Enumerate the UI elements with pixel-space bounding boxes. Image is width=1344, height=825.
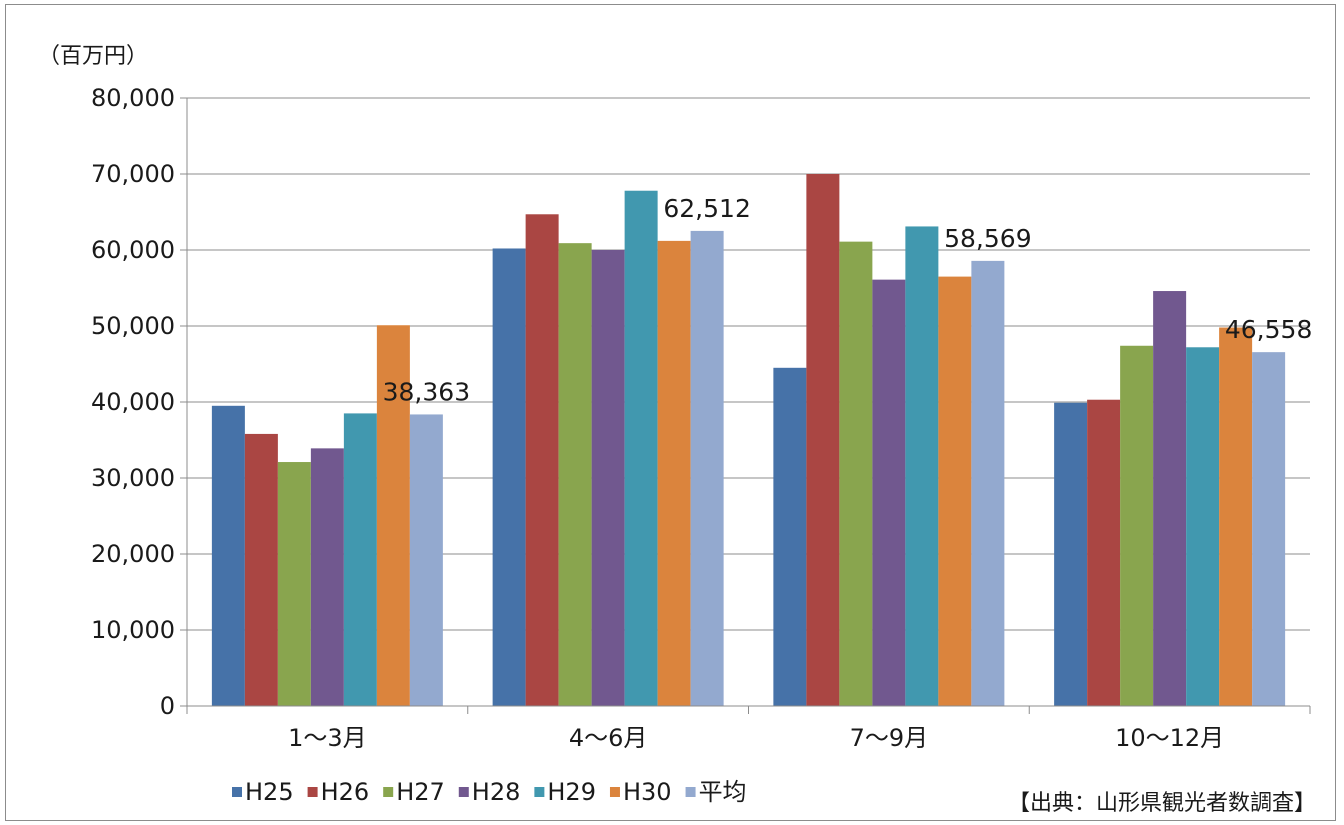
bar [839, 241, 873, 706]
bar [1153, 291, 1187, 706]
unit-label: （百万円） [38, 44, 148, 69]
y-tick-label: 10,000 [91, 616, 175, 644]
legend-item: H30 [609, 778, 672, 806]
data-label: 62,512 [663, 194, 750, 223]
y-tick-label: 30,000 [91, 464, 175, 492]
legend: H25 H26 H27 H28 H29 H30 平均 [232, 778, 747, 806]
x-category-label: 4～6月 [569, 724, 648, 752]
bar [905, 226, 939, 706]
bar [690, 230, 724, 706]
legend-item: 平均 [685, 778, 747, 806]
bar [525, 214, 559, 706]
data-label: 58,569 [944, 224, 1031, 253]
bar [244, 433, 278, 706]
x-category-label: 7～9月 [850, 724, 929, 752]
legend-swatch [307, 787, 318, 797]
bar [806, 174, 840, 706]
y-axis: 0 10,000 20,000 30,000 40,000 50,000 60,000 70,… [91, 84, 188, 720]
bar [1120, 345, 1154, 706]
legend-item: H26 [307, 778, 370, 806]
y-tick-label: 50,000 [91, 312, 175, 340]
legend-label: H28 [472, 778, 521, 806]
bar [624, 190, 658, 707]
legend-swatch [685, 787, 696, 797]
legend-label: H25 [245, 778, 294, 806]
bar [211, 405, 245, 706]
bar [558, 243, 592, 706]
y-tick-label: 70,000 [91, 160, 175, 188]
legend-label: H26 [321, 778, 370, 806]
bar [872, 279, 906, 706]
data-label: 38,363 [383, 377, 470, 406]
bar [971, 260, 1005, 706]
legend-item: H25 [232, 778, 294, 806]
chart-frame: 0 10,000 20,000 30,000 40,000 50,000 60,000 70,… [5, 4, 1336, 821]
bar [1252, 352, 1286, 706]
source-note: 【出典：山形県観光者数調査】 [1008, 791, 1316, 816]
y-tick-label: 40,000 [91, 388, 175, 416]
y-tick-label: 20,000 [91, 540, 175, 568]
legend-label: H30 [623, 778, 672, 806]
y-tick-label: 0 [160, 692, 175, 720]
legend-swatch [534, 787, 545, 797]
legend-swatch [609, 787, 620, 797]
bar [376, 325, 410, 706]
legend-label: H27 [396, 778, 445, 806]
y-tick-label: 80,000 [91, 84, 175, 112]
bar [1054, 402, 1088, 706]
legend-item: H29 [534, 778, 596, 806]
x-axis: 1～3月 4～6月 7～9月 10～12月 [186, 705, 1311, 752]
chart-canvas: 0 10,000 20,000 30,000 40,000 50,000 60,000 70,… [38, 44, 1316, 816]
legend-swatch [232, 787, 242, 797]
data-label: 46,558 [1225, 315, 1312, 344]
legend-item: H28 [458, 778, 521, 806]
bar [773, 367, 807, 706]
bar [938, 276, 972, 706]
data-labels: 38,363 62,512 58,569 46,558 [383, 194, 1313, 407]
bar [1219, 327, 1253, 706]
legend-item: H27 [383, 778, 445, 806]
bar [409, 414, 443, 706]
y-tick-label: 60,000 [91, 236, 175, 264]
bar [492, 248, 526, 707]
bar [1087, 399, 1121, 706]
bar [343, 413, 377, 706]
x-category-label: 10～12月 [1115, 724, 1224, 752]
bar [310, 448, 344, 706]
legend-label: H29 [547, 778, 596, 806]
bar [1186, 347, 1220, 706]
legend-swatch [458, 787, 469, 797]
legend-label: 平均 [699, 778, 747, 806]
x-category-label: 1～3月 [288, 724, 367, 752]
bar [657, 240, 691, 706]
bar [591, 250, 625, 706]
bar [277, 462, 311, 706]
bars [211, 174, 1286, 707]
legend-swatch [383, 787, 394, 797]
